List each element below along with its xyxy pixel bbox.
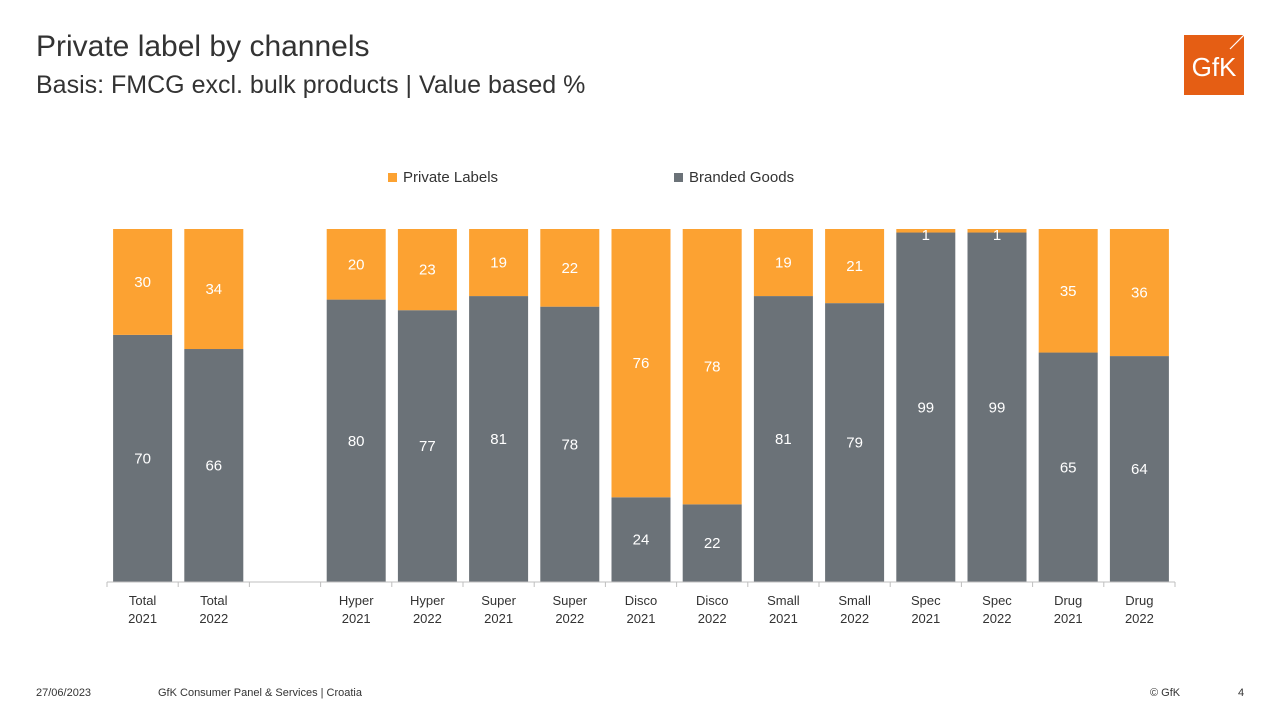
data-label-branded-goods-7: 24 (633, 532, 650, 549)
data-label-branded-goods-1: 66 (205, 458, 222, 475)
bar-private-labels-7 (611, 229, 671, 498)
x-tick-label-0: Total 2021 (128, 593, 157, 626)
bar-branded-goods-4 (397, 310, 457, 582)
bar-branded-goods-11 (896, 232, 956, 582)
data-label-private-labels-5: 19 (490, 255, 507, 272)
data-label-private-labels-0: 30 (134, 274, 151, 291)
x-tick-label-3: Hyper 2021 (339, 593, 374, 626)
legend-item-branded-goods: Branded Goods (674, 165, 794, 189)
footer-date: 27/06/2023 (36, 687, 92, 699)
data-label-private-labels-10: 21 (846, 258, 863, 275)
bar-branded-goods-12 (967, 232, 1027, 582)
footer-copyright: © GfK (1150, 687, 1181, 699)
bar-private-labels-3 (326, 229, 386, 300)
gfk-logo-mark: GfK (1192, 35, 1244, 82)
data-label-branded-goods-8: 22 (704, 535, 721, 552)
data-label-branded-goods-9: 81 (775, 431, 792, 448)
bar-branded-goods-3 (326, 299, 386, 582)
data-label-private-labels-13: 35 (1060, 283, 1077, 300)
data-label-private-labels-4: 23 (419, 262, 436, 279)
x-tick-label-1: Total 2022 (199, 593, 228, 626)
bar-private-labels-12 (967, 229, 1027, 233)
gfk-logo: GfK (1184, 35, 1244, 95)
bar-branded-goods-0 (113, 334, 173, 582)
bar-branded-goods-1 (184, 349, 244, 582)
data-label-branded-goods-5: 81 (490, 431, 507, 448)
x-tick-label-11: Spec 2021 (911, 593, 941, 626)
x-tick-label-7: Disco 2021 (625, 593, 658, 626)
legend-swatch-private-labels (388, 172, 397, 182)
legend-item-private-labels: Private Labels (388, 165, 498, 189)
data-label-branded-goods-13: 65 (1060, 459, 1077, 476)
bar-branded-goods-6 (540, 306, 600, 582)
footer-source: GfK Consumer Panel & Services | Croatia (158, 687, 362, 699)
footer-page-number: 4 (1238, 687, 1245, 699)
bar-private-labels-0 (113, 229, 173, 335)
x-tick-label-9: Small 2021 (767, 593, 800, 626)
x-tick-label-12: Spec 2022 (982, 593, 1012, 626)
bar-branded-goods-8 (682, 504, 742, 582)
x-tick-label-5: Super 2021 (481, 593, 516, 626)
bar-branded-goods-9 (753, 296, 813, 582)
bar-branded-goods-13 (1038, 352, 1098, 582)
bar-private-labels-14 (1109, 229, 1169, 357)
bar-private-labels-4 (397, 229, 457, 311)
data-label-private-labels-3: 20 (348, 256, 365, 273)
x-tick-label-8: Disco 2022 (696, 593, 729, 626)
data-label-branded-goods-12: 99 (989, 399, 1006, 416)
x-tick-label-6: Super 2022 (552, 593, 587, 626)
bar-private-labels-6 (540, 229, 600, 307)
bar-private-labels-11 (896, 229, 956, 233)
data-label-private-labels-1: 34 (205, 281, 222, 298)
data-label-branded-goods-14: 64 (1131, 461, 1148, 478)
page-subtitle: Basis: FMCG excl. bulk products | Value … (36, 71, 586, 99)
bar-private-labels-10 (825, 229, 885, 304)
data-label-private-labels-7: 76 (633, 355, 650, 372)
bar-branded-goods-5 (469, 296, 529, 582)
data-label-private-labels-14: 36 (1131, 285, 1148, 302)
data-label-private-labels-8: 78 (704, 359, 721, 376)
x-tick-label-4: Hyper 2022 (410, 593, 445, 626)
data-label-branded-goods-4: 77 (419, 438, 436, 455)
data-label-private-labels-9: 19 (775, 255, 792, 272)
legend-swatch-branded-goods (674, 172, 683, 182)
bar-branded-goods-7 (611, 497, 671, 582)
page-title: Private label by channels (36, 30, 370, 63)
chart-legend: Private Labels Branded Goods (0, 165, 1280, 189)
data-label-private-labels-6: 22 (561, 260, 578, 277)
data-label-private-labels-12: 1 (993, 227, 1001, 244)
x-tick-label-14: Drug 2022 (1125, 593, 1154, 626)
legend-label-branded-goods: Branded Goods (689, 168, 795, 186)
data-label-branded-goods-6: 78 (561, 436, 578, 453)
legend-label-private-labels: Private Labels (403, 168, 499, 186)
bar-private-labels-13 (1038, 229, 1098, 353)
bar-private-labels-8 (682, 229, 742, 505)
data-label-branded-goods-11: 99 (917, 399, 934, 416)
data-label-branded-goods-0: 70 (134, 450, 151, 467)
x-tick-label-13: Drug 2021 (1054, 593, 1083, 626)
bar-branded-goods-14 (1109, 356, 1169, 582)
bar-private-labels-9 (753, 229, 813, 297)
gfk-logo-text: GfK (1192, 52, 1237, 82)
bar-private-labels-1 (184, 229, 244, 350)
bar-private-labels-5 (469, 229, 529, 297)
x-tick-label-10: Small 2022 (838, 593, 871, 626)
data-label-branded-goods-3: 80 (348, 433, 365, 450)
bar-branded-goods-10 (825, 303, 885, 582)
data-label-branded-goods-10: 79 (846, 435, 863, 452)
data-label-private-labels-11: 1 (922, 227, 930, 244)
